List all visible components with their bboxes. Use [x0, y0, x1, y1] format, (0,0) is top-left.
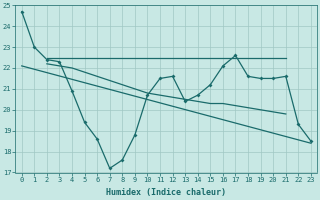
X-axis label: Humidex (Indice chaleur): Humidex (Indice chaleur)	[106, 188, 226, 197]
